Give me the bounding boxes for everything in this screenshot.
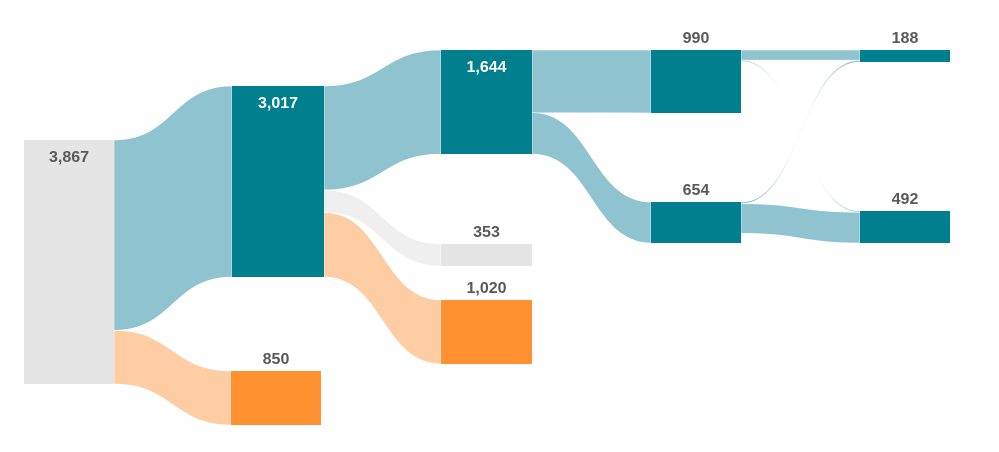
node-n3 xyxy=(441,50,532,154)
node-n5 xyxy=(441,300,532,364)
sankey-labels: 3,867 3,017 850 1,644 353 1,020 990 654 188 492 xyxy=(49,30,918,368)
node-n2 xyxy=(231,371,321,425)
node-label-n4: 353 xyxy=(473,224,500,241)
link-n0-n1 xyxy=(113,85,233,331)
node-n0 xyxy=(24,140,114,384)
node-n9 xyxy=(860,211,950,243)
node-n7 xyxy=(651,202,741,243)
node-n8 xyxy=(860,50,950,62)
node-label-n8: 188 xyxy=(892,30,919,47)
link-n6-n8 xyxy=(740,49,861,61)
node-n4 xyxy=(441,244,532,266)
node-label-n6: 990 xyxy=(683,30,710,47)
node-label-n7: 654 xyxy=(683,182,710,199)
link-n1-n3 xyxy=(323,49,442,191)
node-label-n1: 3,017 xyxy=(258,95,298,112)
node-label-n3: 1,644 xyxy=(466,59,506,76)
node-label-n2: 850 xyxy=(263,351,290,368)
sankey-links xyxy=(113,49,861,426)
link-n0-n2 xyxy=(113,330,232,426)
link-n3-n6 xyxy=(531,49,652,114)
node-label-n5: 1,020 xyxy=(466,280,506,297)
link-n3-n7 xyxy=(531,112,652,244)
link-n6-n9 xyxy=(740,59,861,213)
node-label-n0: 3,867 xyxy=(49,149,89,166)
sankey-nodes xyxy=(24,50,950,425)
link-n7-n9 xyxy=(740,203,861,244)
node-label-n9: 492 xyxy=(892,191,919,208)
node-n1 xyxy=(232,86,324,277)
link-n7-n8 xyxy=(740,59,861,205)
node-n6 xyxy=(651,50,741,113)
